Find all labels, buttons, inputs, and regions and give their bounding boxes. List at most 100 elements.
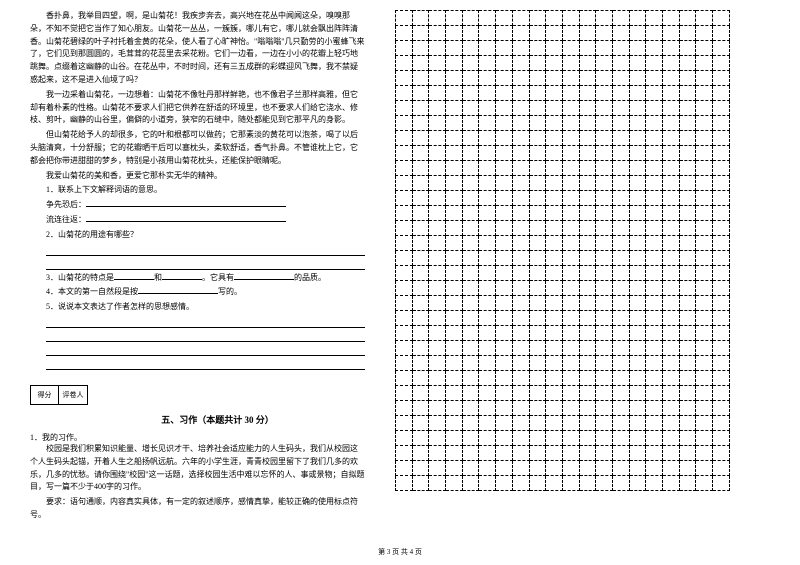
grid-cell[interactable] (529, 296, 546, 311)
grid-cell[interactable] (529, 266, 546, 281)
grid-cell[interactable] (663, 461, 680, 476)
grid-cell[interactable] (579, 251, 596, 266)
grid-cell[interactable] (429, 266, 446, 281)
grid-cell[interactable] (562, 266, 579, 281)
grid-cell[interactable] (446, 206, 463, 221)
grid-cell[interactable] (713, 56, 730, 71)
grid-cell[interactable] (596, 116, 613, 131)
grid-cell[interactable] (679, 101, 696, 116)
grid-cell[interactable] (612, 176, 629, 191)
grid-cell[interactable] (496, 251, 513, 266)
grid-cell[interactable] (646, 86, 663, 101)
grid-cell[interactable] (663, 371, 680, 386)
grid-cell[interactable] (579, 401, 596, 416)
grid-cell[interactable] (412, 356, 429, 371)
grid-cell[interactable] (646, 401, 663, 416)
grid-cell[interactable] (646, 236, 663, 251)
grid-cell[interactable] (579, 86, 596, 101)
grid-cell[interactable] (396, 101, 413, 116)
grid-cell[interactable] (696, 236, 713, 251)
grid-cell[interactable] (546, 371, 563, 386)
grid-cell[interactable] (546, 476, 563, 491)
grid-cell[interactable] (396, 191, 413, 206)
grid-cell[interactable] (713, 446, 730, 461)
grid-cell[interactable] (546, 11, 563, 26)
grid-cell[interactable] (646, 446, 663, 461)
grid-cell[interactable] (596, 161, 613, 176)
grid-cell[interactable] (412, 146, 429, 161)
grid-cell[interactable] (396, 71, 413, 86)
grid-cell[interactable] (713, 146, 730, 161)
grid-cell[interactable] (462, 341, 479, 356)
grid-cell[interactable] (396, 356, 413, 371)
grid-cell[interactable] (562, 206, 579, 221)
grid-cell[interactable] (596, 446, 613, 461)
grid-cell[interactable] (679, 41, 696, 56)
grid-cell[interactable] (462, 401, 479, 416)
grid-cell[interactable] (679, 221, 696, 236)
grid-cell[interactable] (446, 461, 463, 476)
grid-cell[interactable] (512, 86, 529, 101)
grid-cell[interactable] (546, 431, 563, 446)
grid-cell[interactable] (529, 146, 546, 161)
grid-cell[interactable] (713, 206, 730, 221)
grid-cell[interactable] (412, 446, 429, 461)
grid-cell[interactable] (446, 221, 463, 236)
grid-cell[interactable] (646, 266, 663, 281)
grid-cell[interactable] (479, 446, 496, 461)
grid-cell[interactable] (679, 161, 696, 176)
grid-cell[interactable] (479, 401, 496, 416)
grid-cell[interactable] (579, 11, 596, 26)
grid-cell[interactable] (546, 161, 563, 176)
grid-cell[interactable] (396, 131, 413, 146)
grid-cell[interactable] (679, 431, 696, 446)
grid-cell[interactable] (546, 71, 563, 86)
grid-cell[interactable] (596, 11, 613, 26)
grid-cell[interactable] (529, 431, 546, 446)
grid-cell[interactable] (546, 206, 563, 221)
grid-cell[interactable] (479, 26, 496, 41)
grid-cell[interactable] (679, 146, 696, 161)
grid-cell[interactable] (679, 26, 696, 41)
grid-cell[interactable] (612, 251, 629, 266)
grid-cell[interactable] (562, 221, 579, 236)
grid-cell[interactable] (429, 221, 446, 236)
grid-cell[interactable] (546, 281, 563, 296)
grid-cell[interactable] (696, 116, 713, 131)
grid-cell[interactable] (646, 11, 663, 26)
grid-cell[interactable] (696, 191, 713, 206)
grid-cell[interactable] (429, 26, 446, 41)
grid-cell[interactable] (679, 401, 696, 416)
q5-answer-line-3[interactable] (46, 344, 365, 356)
grid-cell[interactable] (529, 176, 546, 191)
grid-cell[interactable] (612, 221, 629, 236)
grid-cell[interactable] (596, 251, 613, 266)
q5-answer-line-1[interactable] (46, 316, 365, 328)
grid-cell[interactable] (446, 476, 463, 491)
grid-cell[interactable] (496, 11, 513, 26)
grid-cell[interactable] (696, 446, 713, 461)
grid-cell[interactable] (663, 176, 680, 191)
grid-cell[interactable] (579, 416, 596, 431)
grid-cell[interactable] (679, 356, 696, 371)
grid-cell[interactable] (512, 221, 529, 236)
grid-cell[interactable] (713, 41, 730, 56)
grid-cell[interactable] (579, 461, 596, 476)
grid-cell[interactable] (562, 461, 579, 476)
grid-cell[interactable] (596, 326, 613, 341)
grid-cell[interactable] (579, 26, 596, 41)
grid-cell[interactable] (663, 266, 680, 281)
grid-cell[interactable] (546, 131, 563, 146)
grid-cell[interactable] (396, 401, 413, 416)
grid-cell[interactable] (713, 266, 730, 281)
grid-cell[interactable] (713, 296, 730, 311)
grid-cell[interactable] (679, 56, 696, 71)
grid-cell[interactable] (529, 401, 546, 416)
grid-cell[interactable] (546, 386, 563, 401)
grid-cell[interactable] (496, 371, 513, 386)
q3-blank-2[interactable] (162, 279, 202, 280)
grid-cell[interactable] (446, 401, 463, 416)
grid-cell[interactable] (663, 71, 680, 86)
grid-cell[interactable] (646, 431, 663, 446)
grid-cell[interactable] (663, 11, 680, 26)
